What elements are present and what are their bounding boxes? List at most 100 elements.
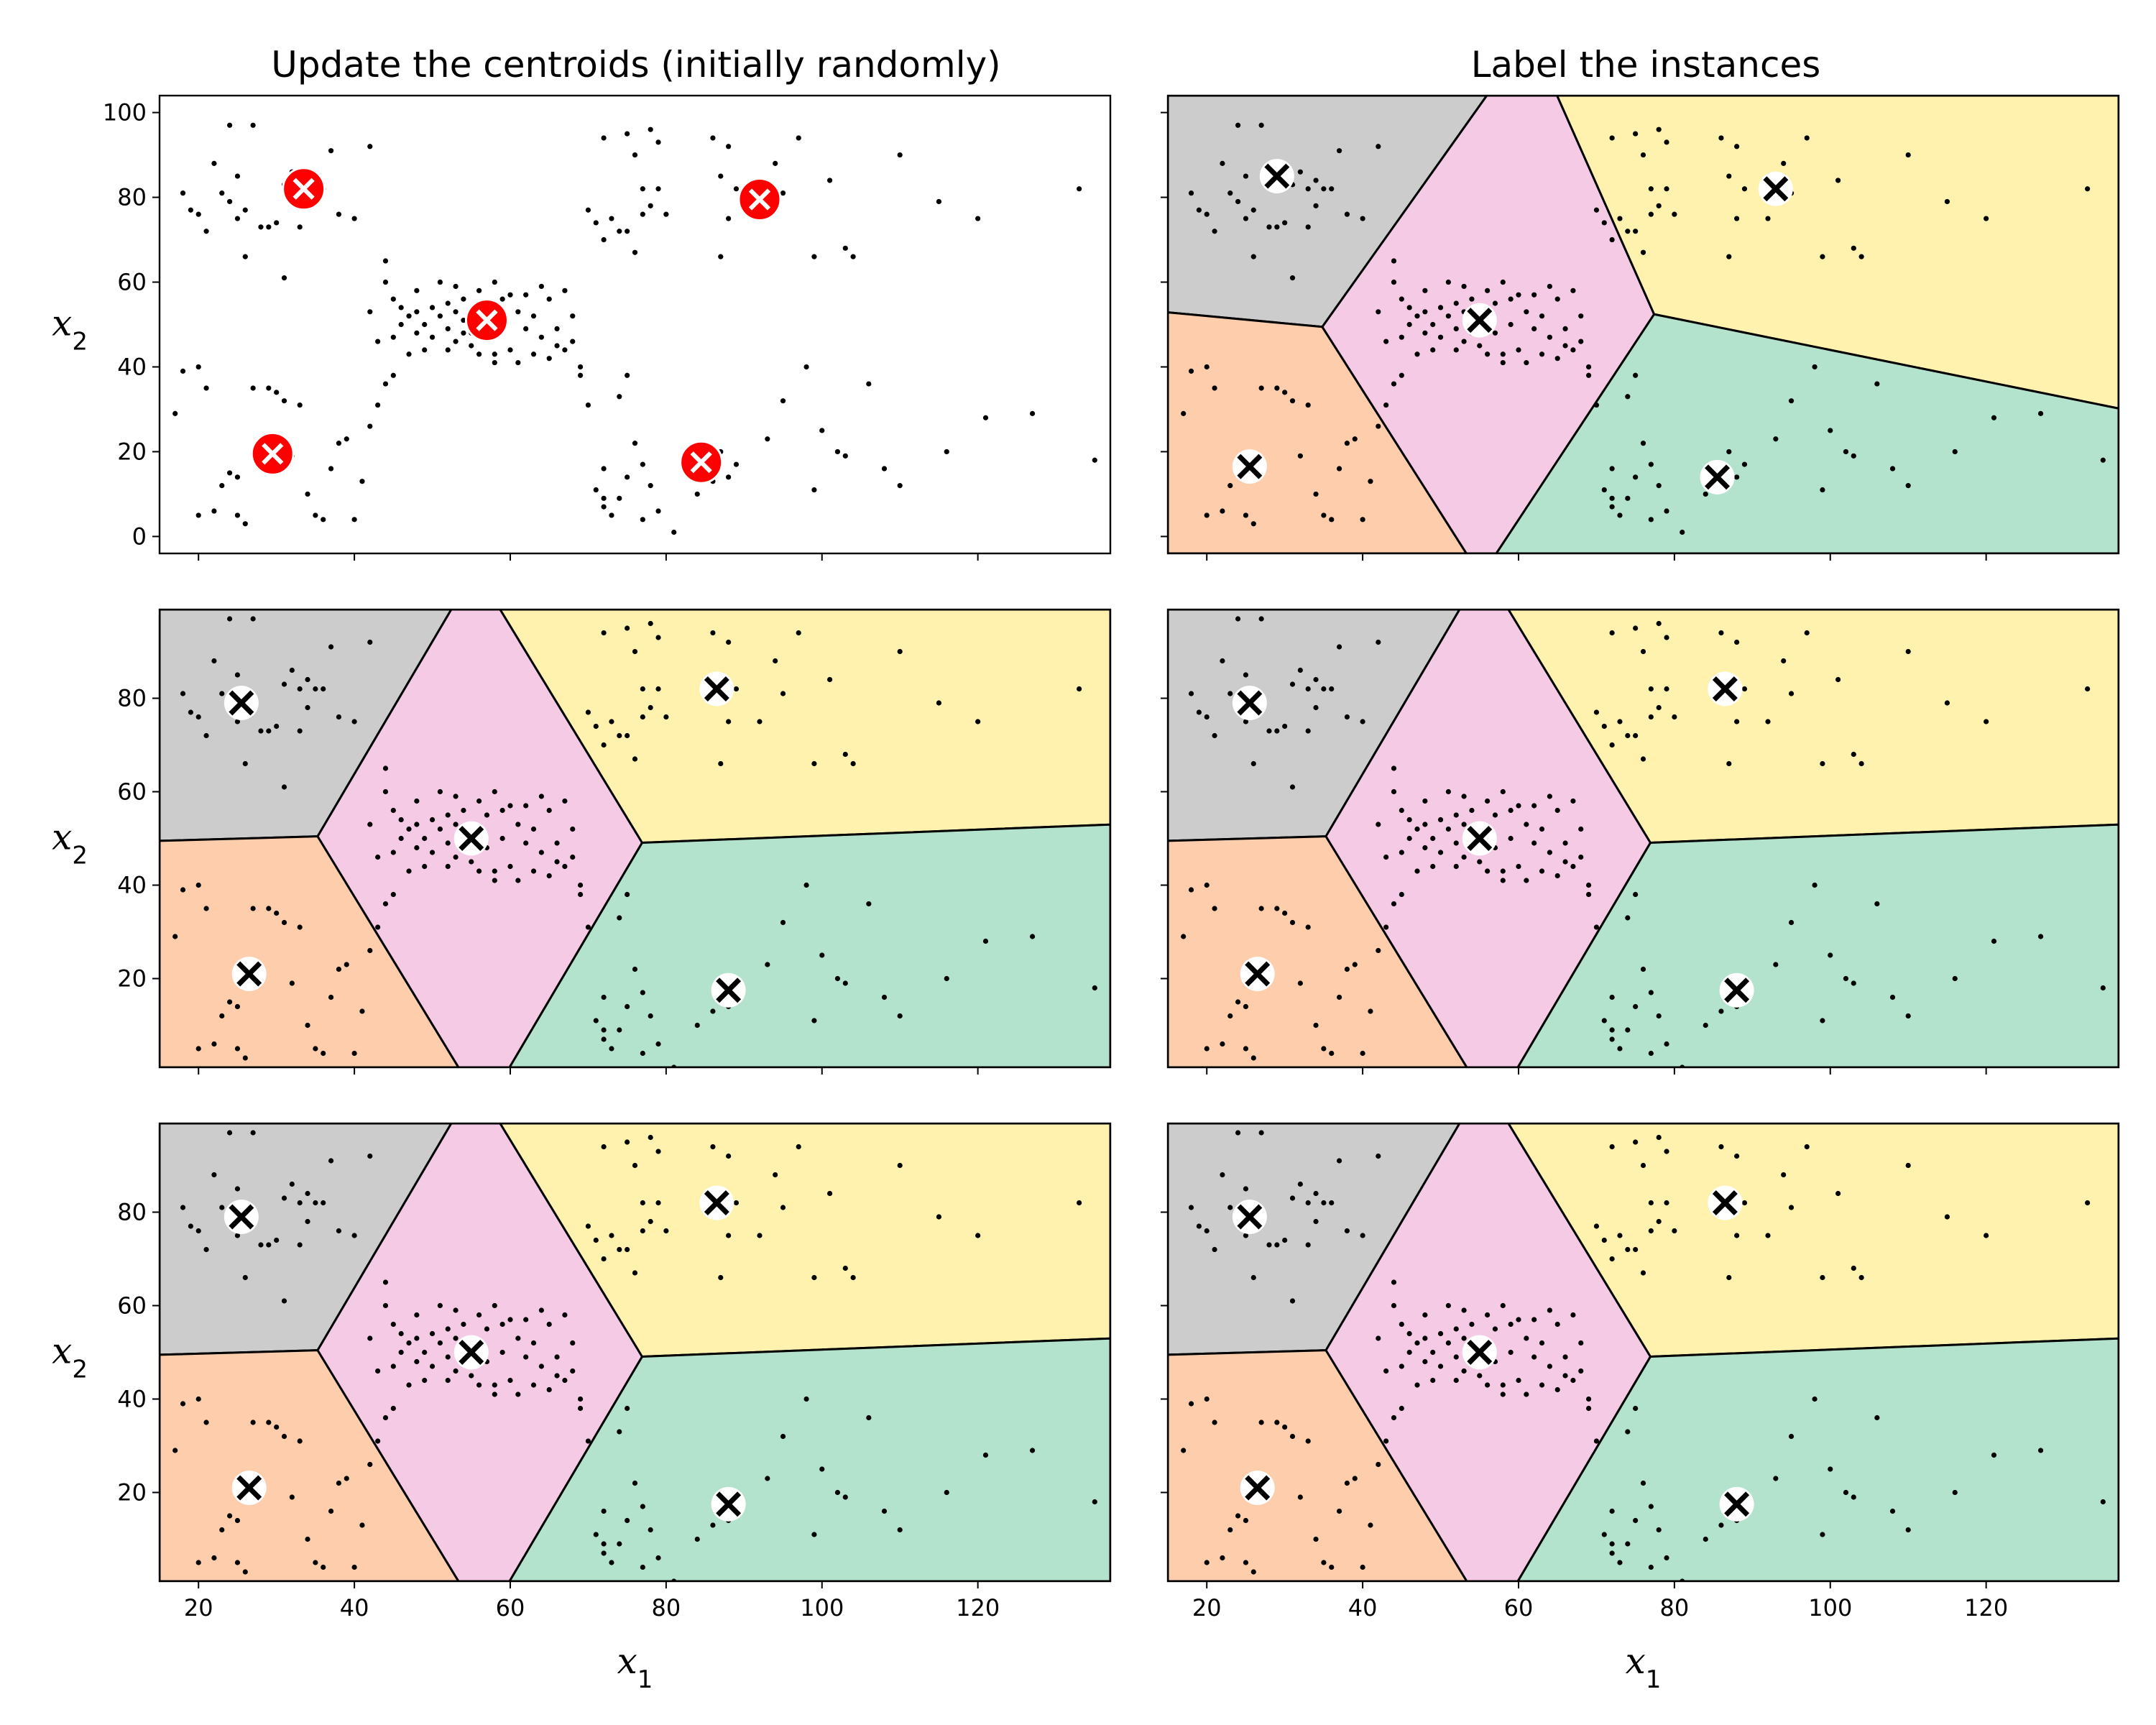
instance-point <box>1227 1013 1233 1019</box>
instance-point <box>655 1149 661 1154</box>
instance-point <box>1220 1172 1225 1178</box>
centroid-marker <box>1462 1335 1497 1370</box>
instance-point <box>1858 254 1864 259</box>
instance-point <box>655 635 661 640</box>
instance-point <box>492 878 497 883</box>
centroid-cross <box>229 1204 254 1230</box>
y-tick-label: 20 <box>117 965 147 993</box>
cluster-region-green <box>1516 823 2119 1067</box>
instance-point <box>1524 1392 1529 1397</box>
centroid-cross <box>1712 676 1738 702</box>
instance-point <box>1609 1541 1615 1547</box>
instance-point <box>1609 1036 1615 1042</box>
instance-point <box>1609 1256 1615 1262</box>
instance-point <box>1461 339 1467 344</box>
instance-point <box>1266 728 1272 734</box>
instance-point <box>375 1438 381 1444</box>
instance-point <box>1773 1476 1779 1481</box>
instance-point <box>1329 517 1335 523</box>
instance-point <box>289 1181 295 1187</box>
instance-point <box>1656 704 1662 711</box>
instance-point <box>1406 321 1412 328</box>
instance-point <box>297 728 303 734</box>
instance-point <box>1313 1190 1319 1197</box>
instance-point <box>1874 381 1880 387</box>
instance-point <box>1344 1228 1350 1234</box>
instance-point <box>1726 760 1732 767</box>
instance-point <box>648 203 653 208</box>
instance-point <box>1905 152 1911 158</box>
instance-point <box>1227 190 1233 196</box>
instance-point <box>1578 854 1584 860</box>
instance-point <box>1453 1377 1459 1384</box>
instance-point <box>429 816 436 823</box>
instance-point <box>1258 616 1264 622</box>
instance-point <box>297 1438 303 1444</box>
instance-point <box>203 1420 209 1425</box>
instance-point <box>1227 483 1233 489</box>
instance-point <box>180 691 186 696</box>
instance-point <box>1531 1317 1537 1322</box>
instance-point <box>203 229 209 234</box>
cluster-region-green <box>1495 313 2119 553</box>
instance-point <box>819 1466 825 1472</box>
instance-point <box>842 1494 848 1500</box>
instance-point <box>897 1527 903 1533</box>
instance-point <box>655 1041 661 1047</box>
instance-point <box>445 1377 451 1384</box>
centroid-cross <box>1724 1491 1750 1517</box>
instance-point <box>1585 364 1592 370</box>
instance-point <box>1554 1321 1560 1328</box>
instance-point <box>538 1363 544 1369</box>
instance-point <box>554 1373 560 1379</box>
instance-point <box>250 122 256 128</box>
instance-point <box>453 339 459 344</box>
instance-point <box>375 402 381 408</box>
instance-point <box>1539 1382 1545 1388</box>
instance-point <box>1212 1420 1217 1425</box>
instance-point <box>757 1233 763 1238</box>
instance-point <box>375 1368 381 1374</box>
instance-point <box>655 508 661 514</box>
instance-point <box>1539 826 1545 832</box>
instance-point <box>1601 220 1607 226</box>
instance-point <box>773 658 778 664</box>
instance-point <box>1422 1358 1428 1365</box>
instance-point <box>1500 788 1506 795</box>
instance-point <box>632 441 638 446</box>
instance-point <box>195 1396 201 1402</box>
instance-point <box>1539 313 1545 319</box>
panel-row1-left: 0 20 40 60 80 100 x2 <box>52 94 1112 561</box>
instance-point <box>530 313 537 319</box>
instance-point <box>609 216 614 221</box>
instance-point <box>398 1349 404 1356</box>
y-tick-label: 60 <box>117 778 147 806</box>
instance-point <box>780 1433 786 1440</box>
instance-point <box>1461 1307 1467 1313</box>
instance-point <box>242 521 248 527</box>
instance-point <box>1905 1527 1911 1533</box>
instance-point <box>1640 1162 1646 1169</box>
instance-point <box>445 1326 451 1332</box>
instance-point <box>1391 901 1397 907</box>
instance-point <box>414 845 420 851</box>
instance-point <box>515 822 521 827</box>
instance-point <box>1453 300 1459 306</box>
instance-point <box>1601 487 1607 493</box>
instance-point <box>375 339 381 344</box>
instance-point <box>1391 258 1397 264</box>
y-tick-label: 0 <box>132 523 147 550</box>
instance-point <box>648 1013 653 1019</box>
instance-point <box>1648 211 1654 217</box>
instance-point <box>538 283 544 290</box>
instance-point <box>726 144 732 150</box>
instance-point <box>297 1242 303 1248</box>
instance-point <box>640 461 645 467</box>
instance-point <box>601 1256 607 1262</box>
instance-point <box>1585 891 1592 898</box>
instance-point <box>1741 186 1748 192</box>
instance-point <box>1344 966 1350 972</box>
instance-point <box>1726 448 1732 455</box>
instance-point <box>1578 1368 1584 1374</box>
centroid-marker <box>679 440 724 484</box>
